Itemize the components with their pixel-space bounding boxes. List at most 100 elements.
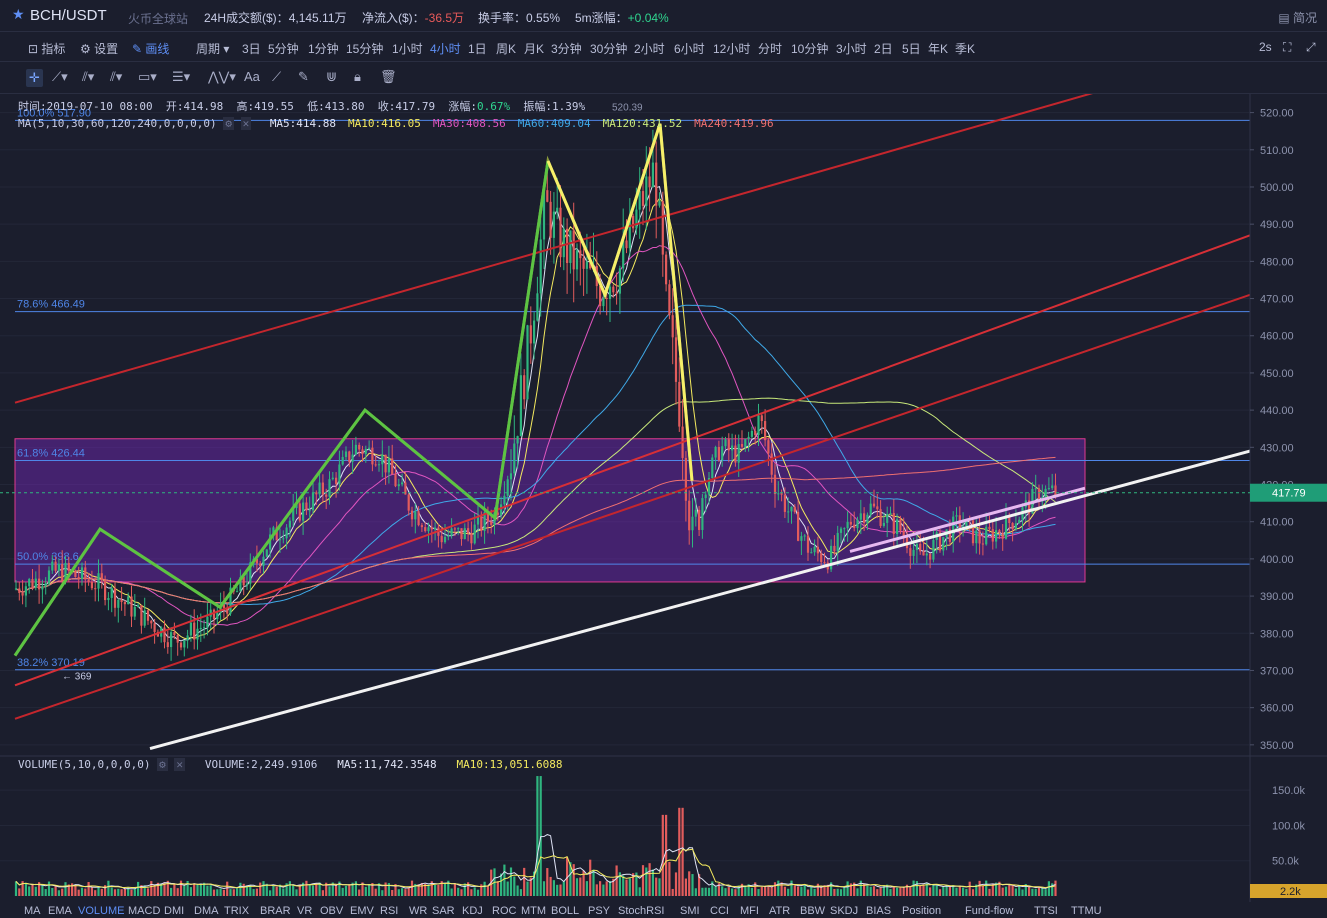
line-tool-icon[interactable]: ⟋▾ — [52, 69, 68, 84]
tab-mfi[interactable]: MFI — [740, 905, 759, 917]
candle-body — [107, 597, 110, 601]
tab-emv[interactable]: EMV — [350, 905, 374, 917]
white-support-line[interactable] — [149, 449, 1251, 751]
channel-up-icon[interactable]: ⫽▾ — [110, 69, 123, 84]
tab-brar[interactable]: BRAR — [260, 905, 291, 917]
range-box[interactable] — [14, 438, 1086, 583]
period-dropdown[interactable]: 周期 ▾ — [196, 42, 230, 56]
tab-wr[interactable]: WR — [409, 905, 428, 917]
tab-bbw[interactable]: BBW — [800, 905, 826, 917]
tab-smi[interactable]: SMI — [680, 905, 700, 917]
lavender-support-segment[interactable] — [849, 486, 1086, 553]
period-13[interactable]: 12小时 — [713, 42, 751, 56]
wave-tool-icon[interactable]: ⋀⋁▾ — [208, 69, 236, 84]
candle-body — [262, 556, 265, 566]
tab-vr[interactable]: VR — [297, 905, 313, 917]
period-15[interactable]: 10分钟 — [791, 42, 829, 56]
red-channel-lower[interactable] — [14, 293, 1251, 720]
red-channel-upper[interactable] — [14, 234, 1251, 687]
tab-ttmu[interactable]: TTMU — [1071, 905, 1102, 917]
candle-body — [170, 632, 173, 648]
trash-icon[interactable]: 🗑︎ — [380, 69, 397, 84]
magnet-icon[interactable]: ⋓ — [326, 69, 337, 84]
tab-skdj[interactable]: SKDJ — [830, 905, 859, 917]
period-14[interactable]: 分时 — [758, 42, 783, 56]
period-1[interactable]: 5分钟 — [268, 42, 299, 56]
tab-atr[interactable]: ATR — [769, 905, 791, 917]
favorite-star-icon[interactable]: ★ — [12, 6, 25, 22]
brush-icon[interactable]: ✎ — [298, 69, 309, 84]
symbol-title[interactable]: BCH/USDT — [30, 7, 107, 24]
tab-boll[interactable]: BOLL — [551, 905, 580, 917]
settings-button[interactable]: ⚙ 设置 — [80, 42, 119, 56]
tab-trix[interactable]: TRIX — [224, 905, 250, 917]
summary-button[interactable]: ▤ 简况 — [1278, 11, 1317, 25]
tab-ema[interactable]: EMA — [48, 905, 72, 917]
period-18[interactable]: 5日 — [902, 42, 921, 56]
channel-tool-icon[interactable]: ⫽▾ — [82, 69, 95, 84]
tab-roc[interactable]: ROC — [492, 905, 517, 917]
kline-chart[interactable]: 100.0% 517.90 78.6% 466.49 61.8% 426.44 50.… — [0, 94, 1327, 902]
period-5[interactable]: 4小时 — [430, 42, 461, 56]
tab-volume[interactable]: VOLUME — [78, 905, 125, 917]
period-11[interactable]: 2小时 — [634, 42, 665, 56]
tab-fund-flow[interactable]: Fund-flow — [965, 905, 1014, 917]
tab-stochrsi[interactable]: StochRSI — [618, 905, 665, 917]
text-tool-icon[interactable]: Aa — [244, 69, 260, 84]
fullscreen-icon[interactable]: ⛶ — [1283, 40, 1292, 54]
tab-mtm[interactable]: MTM — [521, 905, 547, 917]
period-8[interactable]: 月K — [524, 42, 545, 56]
period-7[interactable]: 周K — [496, 42, 517, 56]
volume-bar — [28, 886, 31, 896]
tab-sar[interactable]: SAR — [432, 905, 455, 917]
candle-body — [929, 553, 932, 560]
fib-levels[interactable]: 100.0% 517.90 78.6% 466.49 61.8% 426.44 50.… — [15, 107, 1250, 671]
lock-icon[interactable]: 🔒︎ — [354, 69, 361, 84]
ma-close-icon[interactable]: ✕ — [240, 117, 252, 130]
period-12[interactable]: 6小时 — [674, 42, 705, 56]
tab-macd[interactable]: MACD — [128, 905, 161, 917]
volume-bar — [104, 885, 107, 896]
tab-rsi[interactable]: RSI — [380, 905, 399, 917]
period-0[interactable]: 3日 — [242, 42, 261, 56]
fib-tool-icon[interactable]: ☰▾ — [172, 69, 191, 84]
tab-kdj[interactable]: KDJ — [462, 905, 483, 917]
tab-dmi[interactable]: DMI — [164, 905, 185, 917]
period-10[interactable]: 30分钟 — [590, 42, 628, 56]
tab-bias[interactable]: BIAS — [866, 905, 892, 917]
ruler-icon[interactable]: ⟋ — [272, 69, 282, 84]
period-16[interactable]: 3小时 — [836, 42, 867, 56]
tab-psy[interactable]: PSY — [588, 905, 611, 917]
period-17[interactable]: 2日 — [874, 42, 893, 56]
period-9[interactable]: 3分钟 — [551, 42, 582, 56]
range-rectangle[interactable] — [14, 438, 1086, 583]
volume-bar — [288, 881, 291, 896]
period-4[interactable]: 1小时 — [392, 42, 423, 56]
tab-dma[interactable]: DMA — [194, 905, 219, 917]
tab-cci[interactable]: CCI — [710, 905, 729, 917]
period-3[interactable]: 15分钟 — [346, 42, 384, 56]
wave-yellow[interactable] — [546, 123, 694, 481]
period-2[interactable]: 1分钟 — [308, 42, 339, 56]
tab-ttsi[interactable]: TTSI — [1034, 905, 1058, 917]
ma-settings-icon[interactable]: ⚙ — [223, 117, 234, 130]
crosshair-icon[interactable]: ✛ — [26, 69, 43, 87]
tab-position[interactable]: Position — [902, 905, 942, 917]
tab-obv[interactable]: OBV — [320, 905, 344, 917]
draw-button[interactable]: ✎ 画线 — [132, 42, 170, 56]
indicators-button[interactable]: ⊡ 指标 — [28, 42, 66, 56]
period-6[interactable]: 1日 — [468, 42, 487, 56]
period-20[interactable]: 季K — [955, 42, 976, 56]
refresh-interval[interactable]: 2s — [1259, 40, 1272, 54]
period-19[interactable]: 年K — [928, 42, 949, 56]
expand-icon[interactable]: ⤢ — [1306, 40, 1316, 54]
candle-body — [793, 506, 796, 512]
candle-body — [38, 578, 41, 590]
trend-lines[interactable]: 520.39 ← 369 — [13, 94, 1251, 751]
tab-ma[interactable]: MA — [24, 905, 41, 917]
red-upper-extension[interactable] — [14, 94, 1180, 404]
wave-green[interactable] — [13, 160, 550, 657]
volume-settings-icon[interactable]: ⚙ — [157, 758, 168, 771]
rectangle-tool-icon[interactable]: ▭▾ — [138, 69, 157, 84]
volume-close-icon[interactable]: ✕ — [174, 758, 185, 771]
